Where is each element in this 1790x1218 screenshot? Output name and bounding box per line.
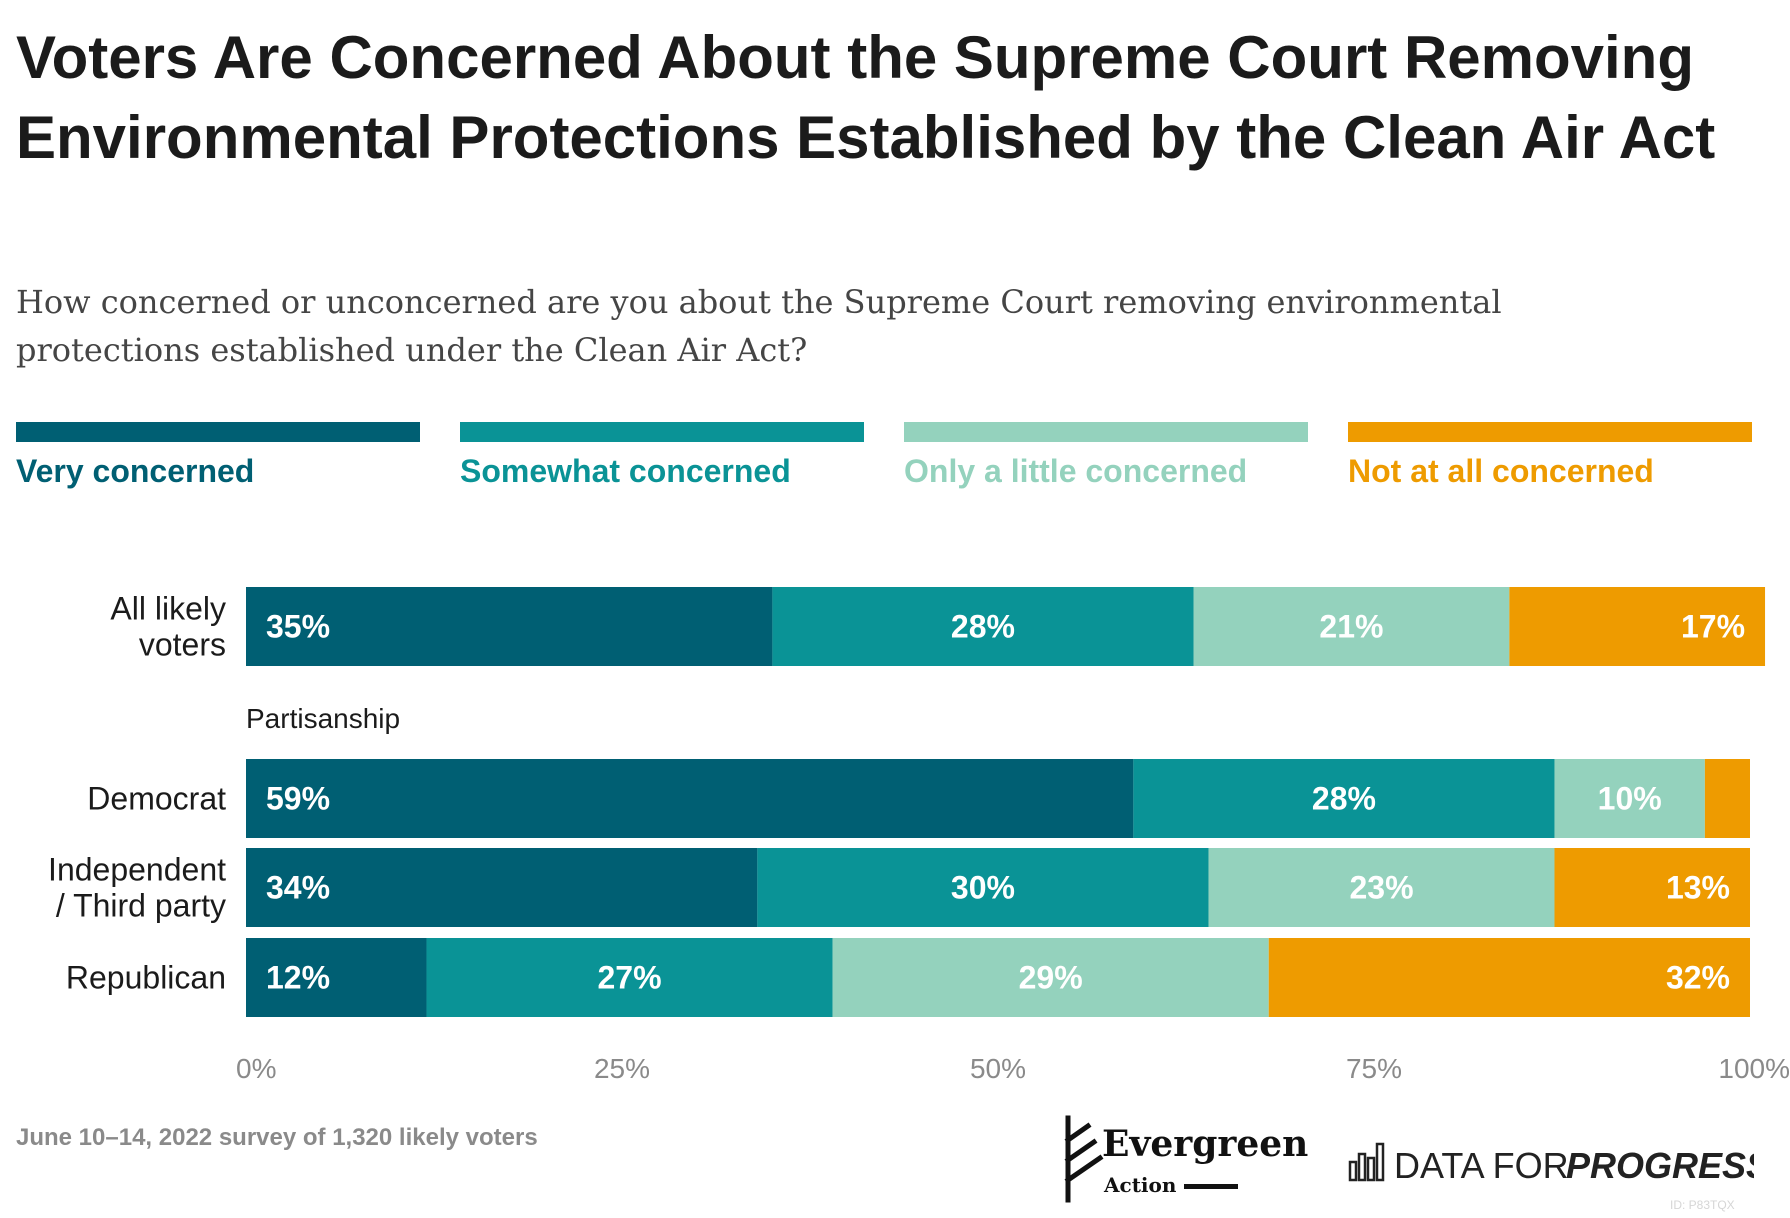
bar-value-label: 32% bbox=[1666, 960, 1730, 996]
bar-value-label: 34% bbox=[266, 870, 330, 906]
legend-item-very-concerned: Very concerned bbox=[16, 422, 420, 491]
x-tick-label: 0% bbox=[236, 1053, 276, 1084]
category-label: All likely voters bbox=[110, 591, 226, 663]
legend-swatch-somewhat-concerned bbox=[460, 422, 864, 442]
bar-segment-only-a-little-concerned bbox=[1554, 759, 1705, 838]
evergreen-subword: Action bbox=[1103, 1173, 1177, 1197]
bar-value-label: 10% bbox=[1598, 781, 1662, 817]
bar-segment-very-concerned bbox=[246, 587, 773, 666]
bar-segment-only-a-little-concerned bbox=[832, 938, 1269, 1017]
legend-label-very-concerned: Very concerned bbox=[16, 453, 255, 489]
legend-label-only-a-little-concerned: Only a little concerned bbox=[904, 453, 1248, 489]
chart-subtitle: How concerned or unconcerned are you abo… bbox=[16, 283, 1502, 369]
bar-value-label: 28% bbox=[951, 609, 1015, 645]
bar-value-label: 21% bbox=[1319, 609, 1383, 645]
bar-value-label: 30% bbox=[951, 870, 1015, 906]
bar-segment-only-a-little-concerned bbox=[1193, 587, 1510, 666]
dfp-wordmark-prefix: DATA FOR bbox=[1394, 1145, 1569, 1186]
bar-segment-not-at-all-concerned bbox=[1509, 587, 1766, 666]
bar-chart-icon bbox=[1348, 1142, 1385, 1182]
bar-segment-very-concerned bbox=[246, 938, 427, 1017]
x-tick-label: 25% bbox=[594, 1053, 650, 1084]
evergreen-wordmark: Evergreen bbox=[1102, 1123, 1308, 1165]
bar-value-label: 27% bbox=[597, 960, 661, 996]
bar-row-independent-third-party: 34% 30% 23% 13% Independent / Third party bbox=[48, 848, 1750, 927]
survey-note: June 10–14, 2022 survey of 1,320 likely … bbox=[16, 1124, 538, 1151]
evergreen-underline bbox=[1184, 1184, 1238, 1189]
bar-segment-somewhat-concerned bbox=[772, 587, 1194, 666]
category-label: Republican bbox=[66, 960, 226, 996]
category-label: Independent / Third party bbox=[48, 852, 226, 924]
legend-swatch-only-a-little-concerned bbox=[904, 422, 1308, 442]
chart-id-watermark: ID: P83TQX bbox=[1670, 1198, 1735, 1212]
dfp-wordmark-suffix: PROGRESS bbox=[1566, 1145, 1754, 1186]
bar-segment-very-concerned bbox=[246, 759, 1134, 838]
group-label-partisanship: Partisanship bbox=[246, 703, 400, 734]
bar-segment-not-at-all-concerned bbox=[1268, 938, 1750, 1017]
legend-item-not-at-all-concerned: Not at all concerned bbox=[1348, 422, 1752, 491]
evergreen-tree-icon bbox=[1064, 1115, 1104, 1203]
bar-row-all-likely-voters: 35% 28% 21% 17% All likely voters bbox=[110, 587, 1766, 666]
legend-label-somewhat-concerned: Somewhat concerned bbox=[460, 453, 791, 489]
legend-swatch-very-concerned bbox=[16, 422, 420, 442]
bar-segment-very-concerned bbox=[246, 848, 758, 927]
evergreen-action-logo: Evergreen Action bbox=[1064, 1115, 1308, 1203]
legend-swatch-not-at-all-concerned bbox=[1348, 422, 1752, 442]
category-label: Democrat bbox=[87, 781, 226, 817]
bar-segment-somewhat-concerned bbox=[757, 848, 1209, 927]
legend-label-not-at-all-concerned: Not at all concerned bbox=[1348, 453, 1654, 489]
bar-value-label: 29% bbox=[1019, 960, 1083, 996]
bar-row-democrat: 59% 28% 10% Democrat bbox=[87, 759, 1750, 838]
bar-row-republican: 12% 27% 29% 32% Republican bbox=[66, 938, 1750, 1017]
bar-value-label: 59% bbox=[266, 781, 330, 817]
x-tick-label: 50% bbox=[970, 1053, 1026, 1084]
bar-value-label: 28% bbox=[1312, 781, 1376, 817]
bar-value-label: 13% bbox=[1666, 870, 1730, 906]
bar-value-label: 17% bbox=[1681, 609, 1745, 645]
chart-title: Voters Are Concerned About the Supreme C… bbox=[16, 24, 1716, 171]
bar-segment-somewhat-concerned bbox=[1133, 759, 1555, 838]
bar-value-label: 35% bbox=[266, 609, 330, 645]
bar-segment-not-at-all-concerned bbox=[1704, 759, 1750, 838]
legend-item-somewhat-concerned: Somewhat concerned bbox=[460, 422, 864, 491]
x-axis: 0% 25% 50% 75% 100% bbox=[236, 1053, 1790, 1084]
x-tick-label: 75% bbox=[1346, 1053, 1402, 1084]
legend-item-only-a-little-concerned: Only a little concerned bbox=[904, 422, 1308, 491]
bar-value-label: 23% bbox=[1349, 870, 1413, 906]
x-tick-label: 100% bbox=[1718, 1053, 1790, 1084]
data-for-progress-logo: DATA FOR PROGRESS bbox=[1348, 1142, 1754, 1186]
bar-segment-somewhat-concerned bbox=[426, 938, 833, 1017]
bar-segment-not-at-all-concerned bbox=[1554, 848, 1750, 927]
stacked-bar-chart: 35% 28% 21% 17% All likely voters 59% 28% 10% Dem… bbox=[48, 587, 1790, 1084]
bar-segment-only-a-little-concerned bbox=[1208, 848, 1555, 927]
bar-value-label: 12% bbox=[266, 960, 330, 996]
